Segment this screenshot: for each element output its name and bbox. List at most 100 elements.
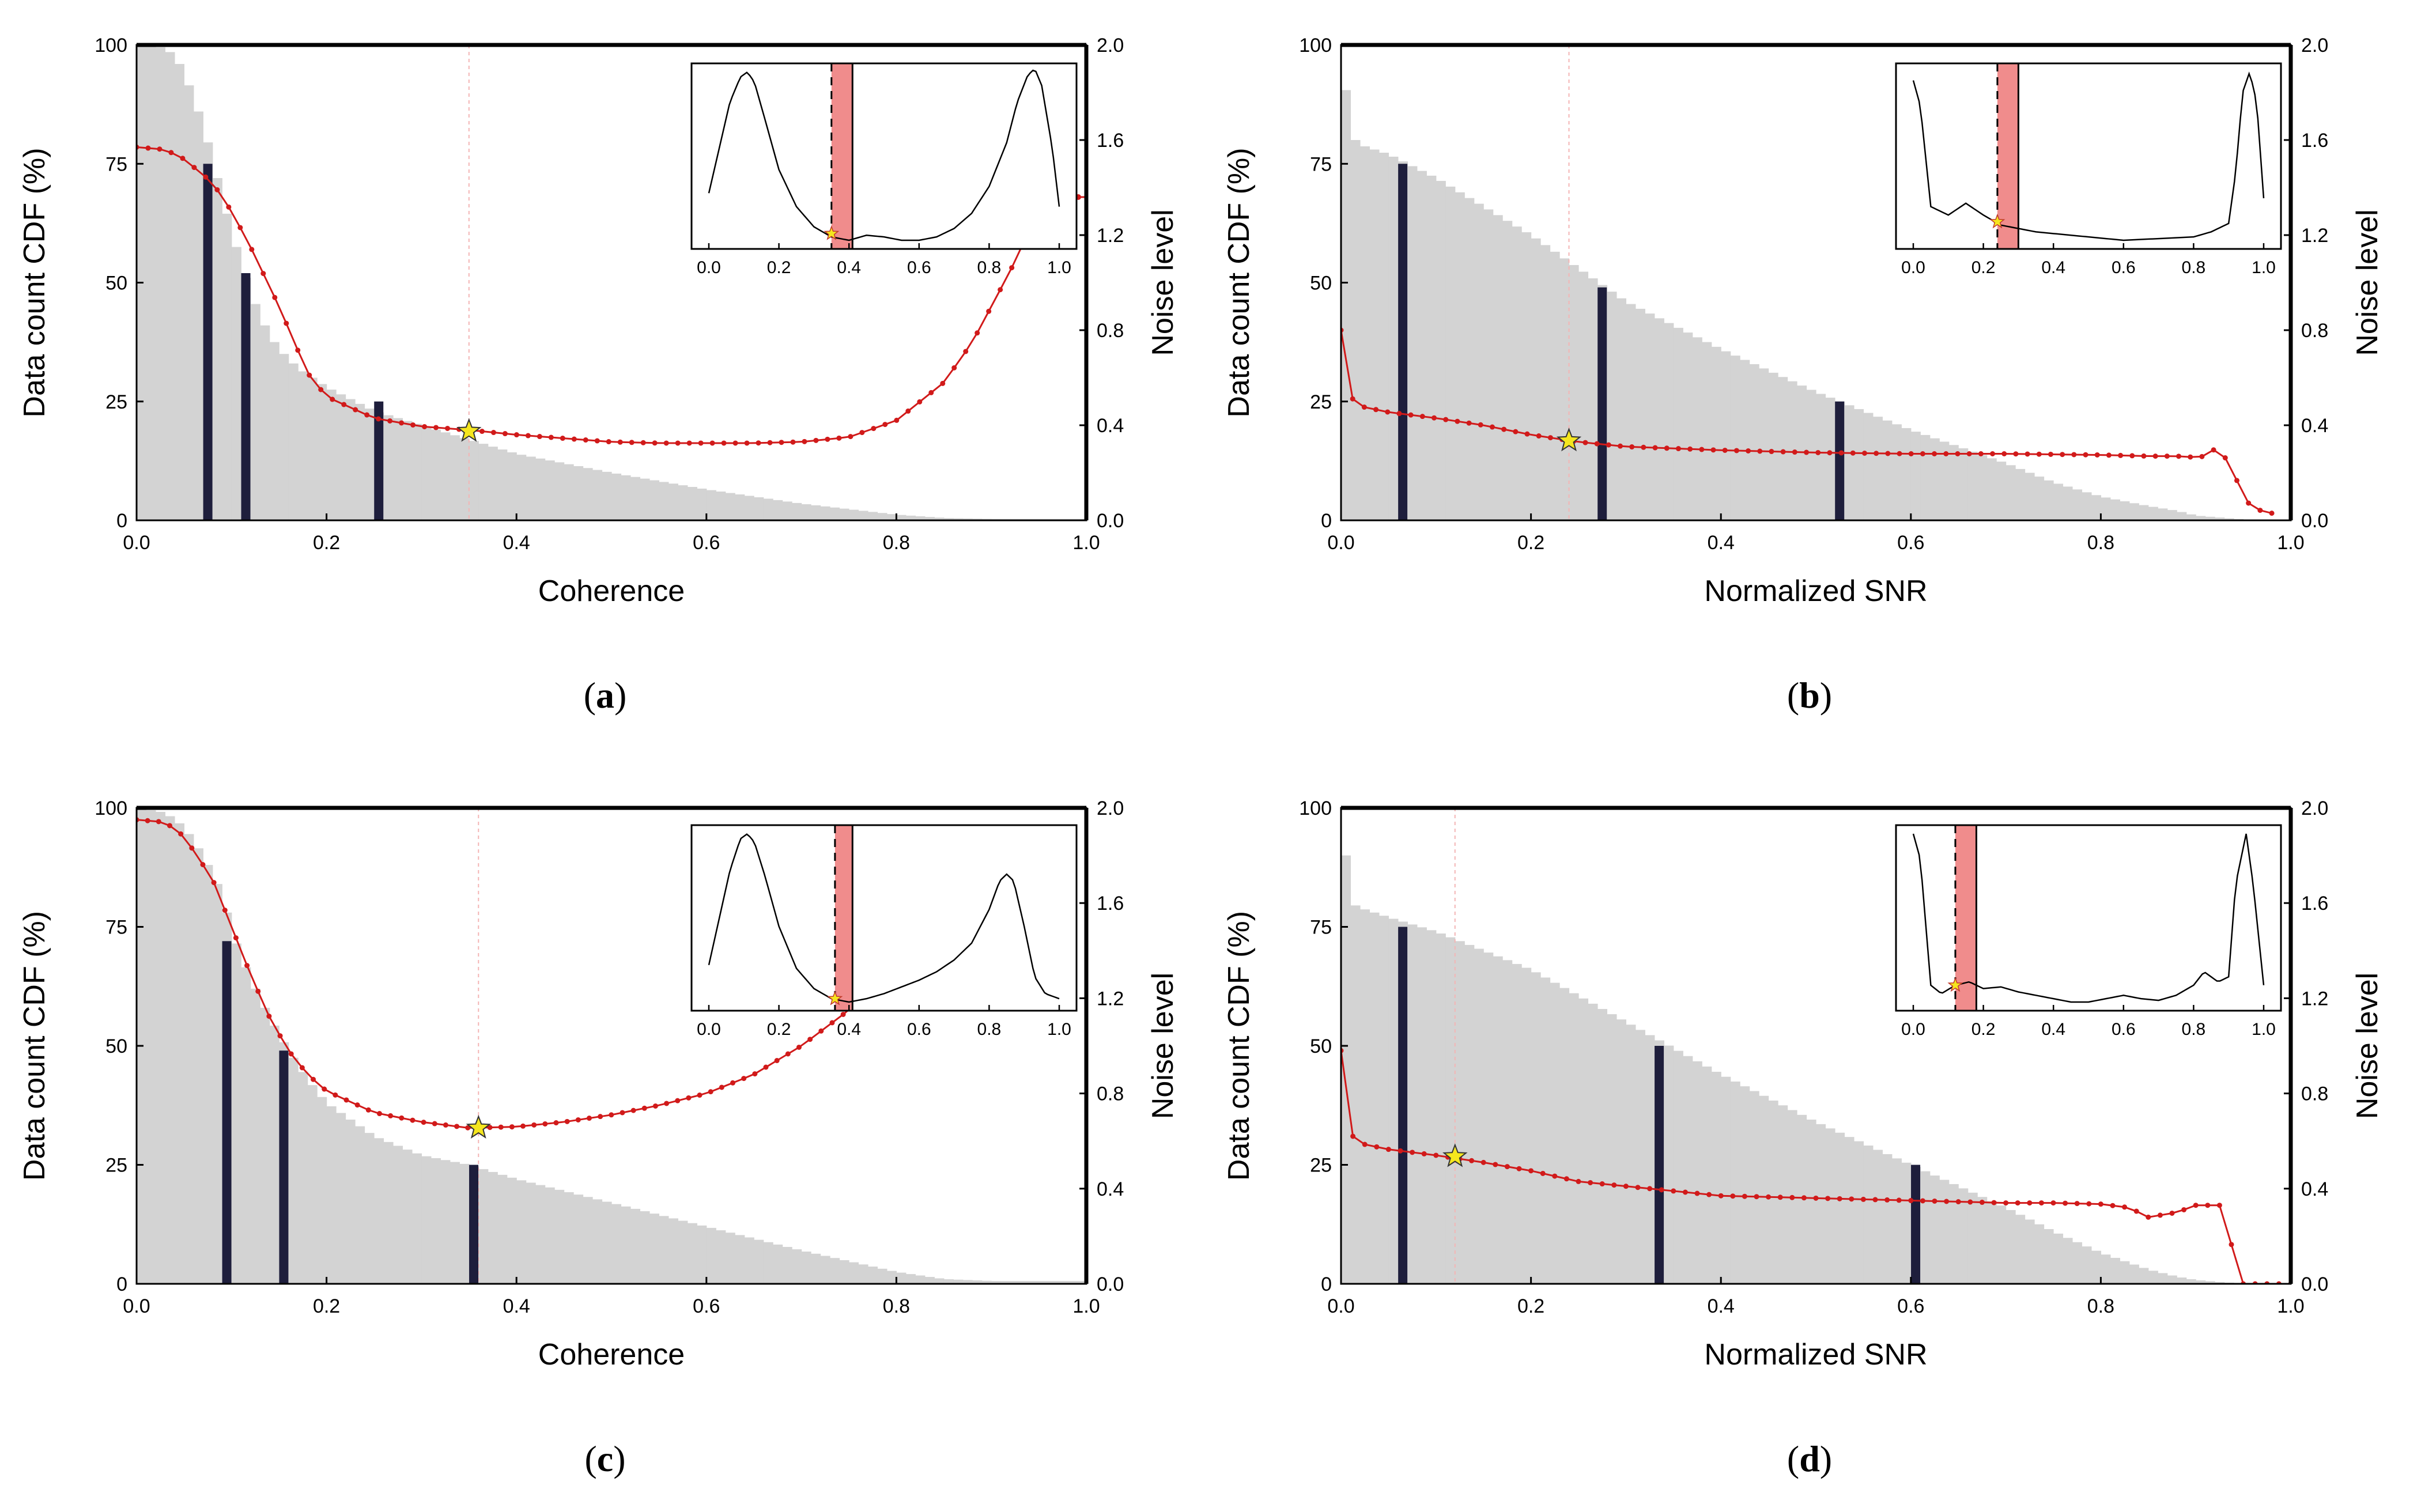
noise-point	[376, 416, 382, 422]
noise-point	[178, 831, 184, 837]
cdf-bar	[554, 462, 565, 520]
noise-point	[2015, 1200, 2020, 1206]
y2-axis-label: Noise level	[2351, 209, 2384, 356]
cdf-bar	[1607, 1014, 1617, 1284]
noise-point	[640, 440, 646, 445]
y-tick-label: 50	[105, 1035, 127, 1057]
cdf-bar	[1787, 381, 1797, 520]
noise-point	[1582, 440, 1588, 445]
noise-point	[226, 204, 232, 210]
cdf-bar	[165, 52, 175, 520]
noise-point	[1385, 409, 1391, 415]
cdf-bar	[763, 1242, 773, 1284]
cdf-bar	[1721, 1076, 1731, 1284]
noise-point	[1576, 1178, 1581, 1184]
inset-x-tick-label: 1.0	[2252, 258, 2276, 277]
noise-point	[365, 1107, 371, 1113]
noise-point	[1687, 446, 1693, 452]
cdf-bar	[1057, 1281, 1068, 1284]
cdf-bar	[507, 452, 517, 520]
cdf-bar	[411, 1153, 422, 1284]
cdf-bar	[2148, 506, 2158, 520]
cdf-bar	[2005, 1209, 2016, 1284]
noise-point	[1659, 1187, 1664, 1193]
noise-point	[1967, 1199, 1973, 1205]
noise-point	[2060, 452, 2065, 458]
noise-point	[520, 1123, 526, 1129]
noise-point	[1920, 451, 1925, 456]
cdf-bar	[231, 247, 241, 520]
noise-point	[1513, 429, 1519, 434]
y2-tick-label: 1.6	[1097, 130, 1124, 152]
cdf-bar	[1721, 351, 1731, 520]
noise-point	[333, 1092, 338, 1098]
noise-point	[284, 320, 289, 326]
noise-point	[1443, 417, 1449, 422]
cdf-bar	[972, 1280, 983, 1284]
y2-tick-label: 1.6	[2301, 130, 2328, 152]
y2-tick-label: 0.8	[2301, 320, 2328, 342]
cdf-bar	[307, 1085, 318, 1284]
x-tick-label: 0.2	[313, 532, 340, 554]
noise-point	[214, 187, 220, 192]
noise-point	[2083, 452, 2088, 458]
noise-point	[295, 347, 301, 353]
inset-curve	[1912, 833, 2265, 1003]
cdf-bar	[1531, 238, 1541, 520]
noise-point	[1594, 441, 1600, 447]
cdf-bar	[915, 1275, 926, 1284]
cdf-bar	[1341, 855, 1351, 1284]
cdf-bar	[469, 441, 479, 520]
cdf-bar	[564, 464, 574, 520]
inset-band	[831, 63, 853, 249]
cdf-bar	[516, 455, 527, 520]
y-tick-label: 50	[1310, 273, 1332, 294]
cdf-bar	[1521, 967, 1532, 1284]
noise-point	[2157, 1212, 2163, 1218]
panel-caption: (d)	[1787, 1438, 1832, 1479]
cdf-bar	[1740, 360, 1750, 520]
cdf-bar	[298, 371, 308, 520]
inset-x-tick-label: 0.8	[977, 1020, 1002, 1039]
noise-point	[894, 417, 900, 423]
cdf-bar	[383, 415, 394, 520]
noise-point	[542, 1121, 548, 1127]
cdf-bar	[687, 1223, 697, 1284]
cdf-bar	[1626, 1025, 1636, 1284]
cdf-bar	[1664, 1045, 1674, 1284]
noise-point	[1850, 450, 1856, 456]
x-tick-label: 0.2	[313, 1295, 340, 1317]
noise-point	[594, 438, 600, 444]
noise-point	[1540, 1170, 1546, 1176]
noise-point	[1671, 1188, 1676, 1194]
cdf-bar	[1882, 420, 1893, 520]
cdf-bar	[2053, 483, 2064, 520]
cdf-bar	[1077, 1281, 1087, 1284]
cdf-bar	[763, 498, 773, 520]
y2-tick-label: 1.6	[1097, 893, 1124, 914]
noise-point	[790, 439, 796, 445]
noise-point	[2129, 453, 2135, 459]
cdf-bar	[1607, 292, 1617, 520]
noise-point	[719, 1084, 724, 1090]
noise-point	[1932, 451, 1937, 456]
cdf-bar	[241, 967, 251, 1284]
cdf-bar	[659, 482, 669, 520]
cdf-bar	[1436, 933, 1446, 1284]
noise-point	[629, 440, 634, 445]
cdf-bar	[1512, 963, 1522, 1284]
noise-point	[1706, 1192, 1712, 1197]
cdf-bar	[792, 1249, 802, 1284]
noise-point	[1742, 1193, 1747, 1199]
inset-star	[824, 225, 840, 240]
inset: 0.0 0.2 0.4 0.6 0.8 1.0	[1895, 62, 2282, 277]
y2-axis-label: Noise level	[1146, 209, 1180, 356]
noise-point	[1432, 415, 1437, 421]
noise-point	[1374, 1144, 1380, 1150]
cdf-bar	[725, 1233, 735, 1284]
noise-point	[763, 1064, 769, 1070]
noise-point	[675, 1098, 681, 1103]
cdf-bar	[953, 1279, 964, 1284]
quantile-bar	[374, 401, 384, 520]
x-tick-label: 0.2	[1517, 1295, 1544, 1317]
